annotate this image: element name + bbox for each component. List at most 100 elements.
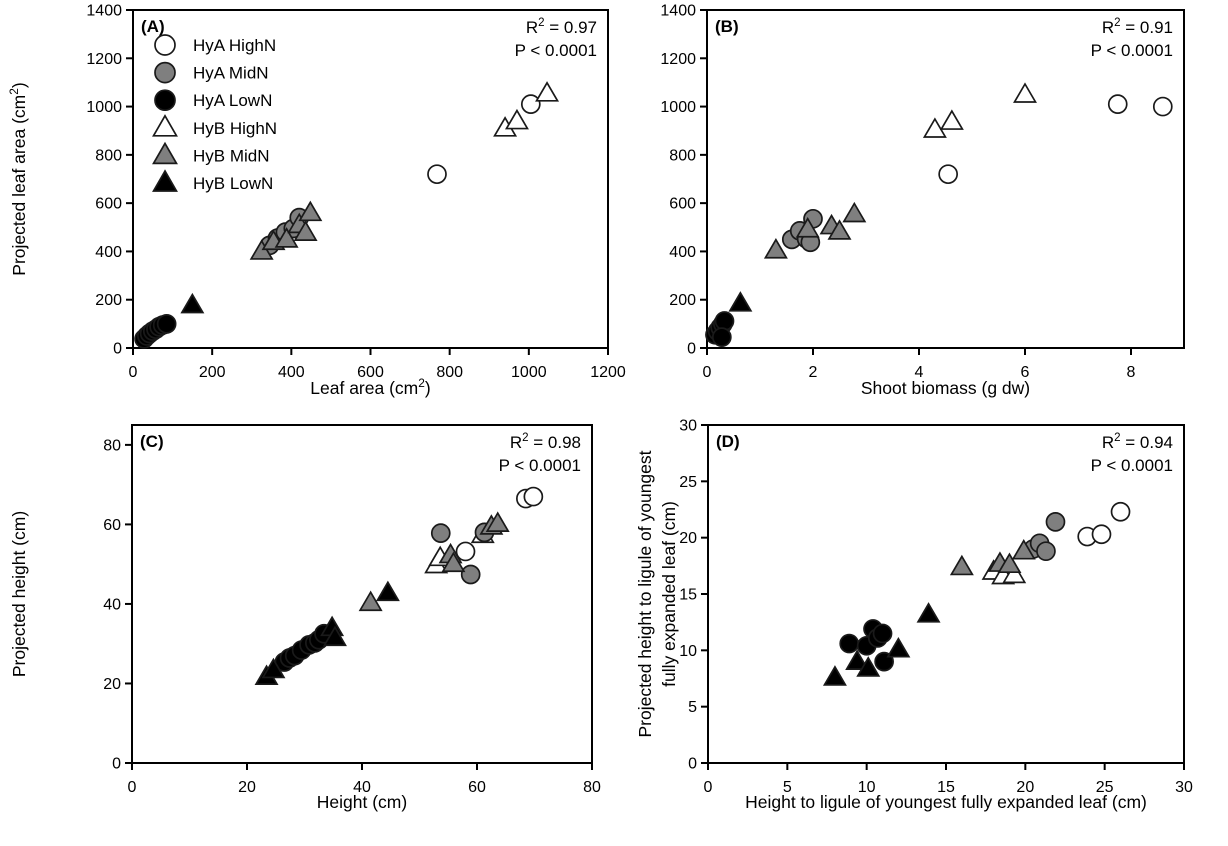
x-axis-tick-label: 800: [436, 364, 463, 381]
data-point: [949, 554, 974, 576]
x-axis-tick-label: 4: [915, 364, 924, 381]
legend-marker-circle-icon: [154, 34, 176, 56]
data-point: [1002, 562, 1027, 584]
y-axis-label: fully expanded leaf (cm): [659, 501, 679, 687]
x-axis-tick-label: 8: [1127, 364, 1136, 381]
legend-marker-circle-icon: [154, 89, 176, 112]
series-hyb-highn: [922, 82, 1037, 138]
panel-letter: (B): [715, 17, 739, 36]
data-point: [520, 94, 541, 115]
series-hya-highn: [455, 486, 544, 562]
data-point: [427, 164, 447, 185]
x-axis-tick-label: 2: [809, 364, 818, 381]
series-hya-lown: [839, 619, 894, 672]
series-hya-midn: [430, 522, 495, 585]
series-hya-highn: [427, 94, 541, 185]
y-axis-label: Projected leaf area (cm2): [7, 82, 29, 275]
x-axis-tick-label: 30: [1175, 779, 1193, 796]
data-point: [845, 649, 870, 670]
data-point: [180, 292, 205, 314]
y-axis-tick-label: 400: [669, 244, 696, 261]
y-axis-tick-label: 0: [688, 756, 697, 773]
p-value-text: P < 0.0001: [1091, 456, 1173, 475]
x-axis-tick-label: 200: [199, 364, 226, 381]
data-point: [441, 551, 466, 573]
y-axis-tick-label: 25: [679, 474, 697, 491]
legend-label: HyB LowN: [193, 174, 273, 193]
x-axis-tick-label: 0: [704, 779, 713, 796]
y-axis-tick-label: 40: [103, 596, 121, 613]
series-hyb-midn: [249, 200, 323, 260]
y-axis-tick-label: 60: [103, 517, 121, 534]
data-point: [535, 81, 560, 102]
y-axis-tick-label: 20: [679, 530, 697, 547]
data-point: [298, 200, 323, 222]
data-point: [1011, 539, 1036, 560]
x-axis-tick-label: 40: [353, 779, 371, 796]
r-squared-text: R2 = 0.91: [1102, 17, 1173, 37]
data-point: [728, 291, 753, 312]
x-axis-tick-label: 5: [783, 779, 792, 796]
x-axis-tick-label: 1000: [511, 364, 547, 381]
series-hyb-lown: [254, 580, 400, 686]
y-axis-tick-label: 200: [95, 292, 122, 309]
y-axis-tick-label: 20: [103, 676, 121, 693]
data-point: [375, 580, 400, 602]
legend-marker-circle-icon: [154, 61, 176, 84]
x-axis-tick-label: 0: [128, 779, 137, 796]
x-axis-tick-label: 60: [468, 779, 486, 796]
p-value-text: P < 0.0001: [499, 456, 581, 475]
data-point: [1107, 94, 1128, 115]
x-axis-tick-label: 6: [1021, 364, 1030, 381]
data-point: [795, 217, 820, 238]
data-point: [523, 486, 544, 507]
r-squared-text: R2 = 0.94: [1102, 432, 1173, 452]
data-point: [1110, 501, 1131, 522]
panel-letter: (A): [141, 17, 165, 36]
data-point: [922, 117, 947, 138]
x-axis-tick-label: 600: [357, 364, 384, 381]
data-point: [839, 633, 860, 654]
x-axis-tick-label: 80: [583, 779, 601, 796]
series-hyb-lown: [180, 292, 205, 314]
legend-marker-triangle-icon: [152, 169, 178, 192]
series-hyb-lown: [822, 602, 941, 686]
data-point: [1013, 82, 1037, 103]
y-axis-tick-label: 1400: [86, 3, 122, 20]
y-axis-tick-label: 600: [95, 196, 122, 213]
y-axis-tick-label: 0: [112, 756, 121, 773]
data-point: [714, 311, 735, 331]
panel-B: 0 2 4 6 8 0 200 400 600 800 1000 1200 1400 Shoot biom…: [660, 3, 1185, 398]
legend-label: HyA HighN: [193, 36, 276, 55]
x-axis-label: Height to ligule of youngest fully expan…: [745, 792, 1147, 812]
p-value-text: P < 0.0001: [1091, 41, 1173, 60]
y-axis-tick-label: 1000: [660, 99, 696, 116]
series-hya-highn: [938, 94, 1173, 185]
data-point: [842, 201, 867, 223]
y-axis-tick-label: 0: [687, 341, 696, 358]
panel-D: 0 5 10 15 20 25 30 0 5 10 15 20 25 30 Height to ligule…: [635, 418, 1193, 813]
data-point: [293, 220, 318, 241]
plot-border: [706, 9, 1185, 349]
legend-label: HyB HighN: [193, 119, 277, 138]
y-axis-tick-label: 0: [113, 341, 122, 358]
data-point: [711, 327, 732, 347]
data-point: [455, 541, 476, 562]
legend-marker-triangle-icon: [152, 114, 178, 137]
x-axis-tick-label: 10: [858, 779, 876, 796]
data-point: [938, 164, 959, 185]
series-hyb-midn: [763, 201, 867, 259]
legend-item: HyA HighN: [154, 34, 276, 56]
series-hyb-lown: [728, 291, 753, 312]
data-point: [504, 108, 529, 130]
x-axis-tick-label: 20: [1016, 779, 1034, 796]
x-axis-tick-label: 1200: [590, 364, 626, 381]
y-axis-tick-label: 15: [679, 587, 697, 604]
y-axis-tick-label: 1200: [86, 51, 122, 68]
data-point: [485, 511, 510, 532]
plot-border: [131, 424, 593, 764]
data-point: [460, 564, 481, 585]
series-hyb-midn: [949, 539, 1036, 576]
data-point: [1091, 524, 1112, 545]
